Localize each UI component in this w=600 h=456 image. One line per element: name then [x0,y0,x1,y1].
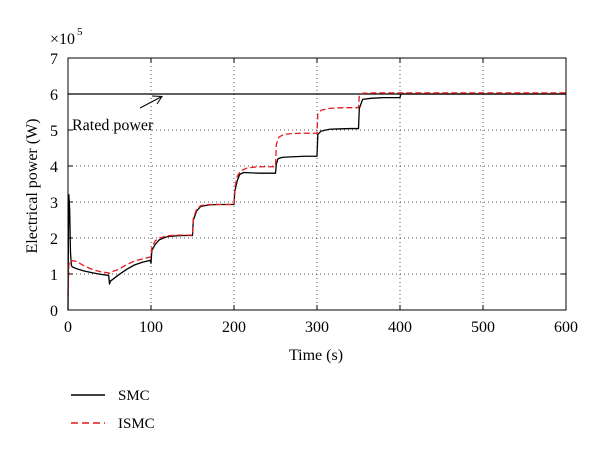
y-tick-label: 1 [50,267,58,284]
x-tick-label: 100 [139,319,163,336]
rated-power-annotation: Rated power [72,95,163,134]
y-tick-label: 4 [50,159,58,176]
annotation-label: Rated power [72,117,154,134]
axis-ticks: 0 100 200 300 400 500 600 0 1 2 3 4 5 6 7 [50,51,578,336]
x-tick-label: 300 [305,319,329,336]
y-multiplier-exponent: 5 [77,26,83,38]
y-axis-multiplier: ×10 5 [50,26,83,48]
series-smc-line [67,93,566,311]
y-tick-label: 5 [50,123,58,140]
annotation-arrow-shaft [139,96,162,109]
y-tick-label: 6 [50,87,58,104]
y-tick-label: 2 [50,231,58,248]
y-tick-label: 7 [50,51,58,68]
legend-ismc-label: ISMC [118,416,155,432]
annotation-arrow-head [151,95,163,105]
y-tick-label: 3 [50,195,58,212]
y-multiplier-base: ×10 [50,31,75,48]
x-axis-label: Time (s) [289,347,343,364]
legend-smc-label: SMC [118,388,150,404]
x-tick-label: 400 [388,319,412,336]
series-lines [67,92,566,311]
x-tick-label: 600 [554,319,578,336]
x-tick-label: 500 [471,319,495,336]
x-tick-label: 0 [64,319,72,336]
series-ismc-line [67,92,566,296]
legend: SMC ISMC [71,388,155,432]
x-tick-label: 200 [222,319,246,336]
y-tick-label: 0 [50,303,58,320]
y-axis-label: Electrical power (W) [24,118,41,253]
